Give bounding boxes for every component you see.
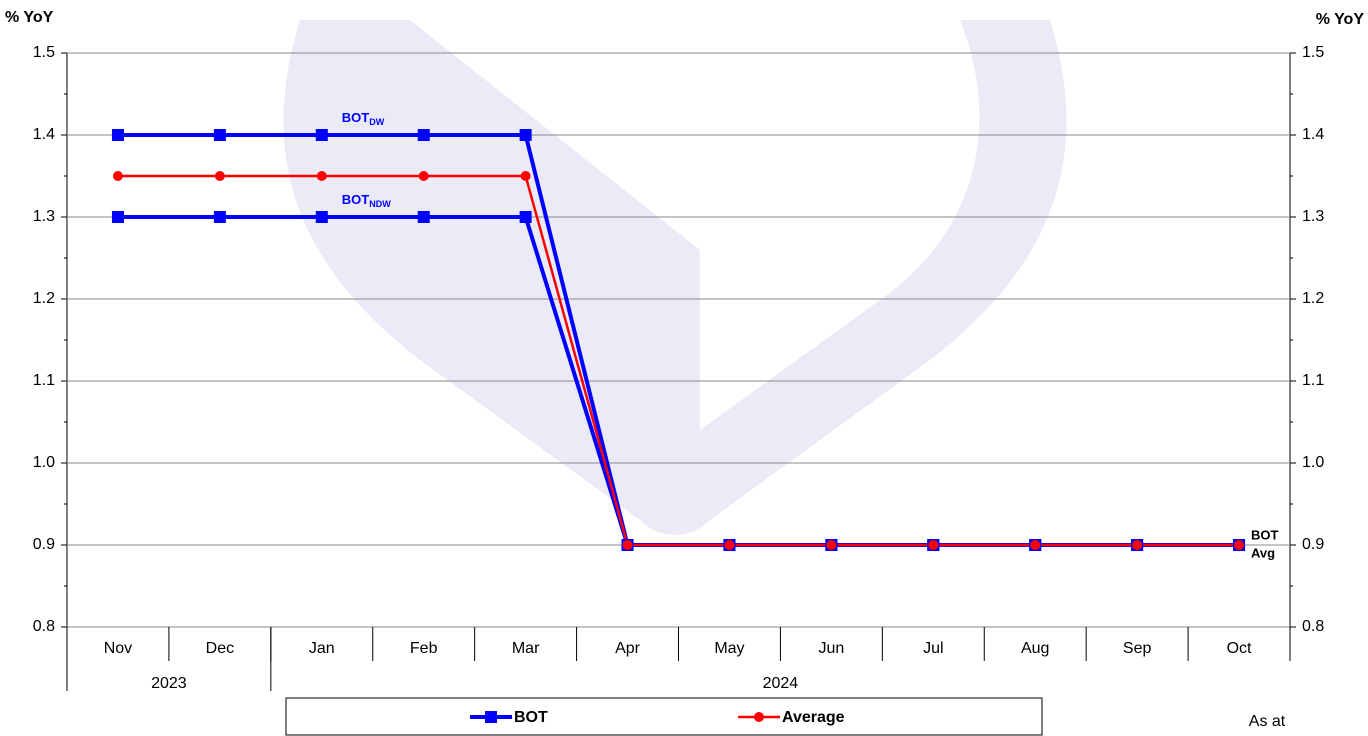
y-axis-label: % YoY [5, 9, 54, 26]
x-tick-label: Apr [615, 640, 641, 657]
y-tick-label: 1.3 [33, 208, 55, 225]
watermark [283, 20, 1067, 535]
year-label: 2023 [151, 675, 187, 692]
marker [315, 211, 328, 223]
marker [112, 171, 123, 181]
marker [316, 171, 327, 181]
x-tick-label: Jan [309, 640, 335, 657]
year-label: 2024 [763, 675, 799, 692]
x-tick-label: Jun [818, 640, 844, 657]
y2-tick-label: 1.4 [1302, 126, 1324, 143]
marker [1030, 540, 1041, 550]
y2-axis-label: % YoY [1316, 11, 1365, 28]
marker [520, 171, 531, 181]
legend-label: BOT [514, 709, 548, 726]
marker [418, 171, 429, 181]
marker [417, 129, 430, 141]
x-tick-label: Feb [410, 640, 438, 657]
legend-label: Average [782, 709, 845, 726]
marker [1234, 540, 1245, 550]
y2-tick-label: 1.2 [1302, 290, 1324, 307]
series-line [117, 174, 1240, 547]
legend-marker [754, 712, 764, 722]
marker [111, 211, 124, 223]
y-tick-label: 1.0 [33, 454, 55, 471]
x-tick-label: Dec [206, 640, 234, 657]
marker [214, 171, 225, 181]
series-annotation: BOTNDW [342, 192, 391, 209]
footnote: As at [1249, 713, 1286, 730]
x-tick-label: Aug [1021, 640, 1049, 657]
marker [622, 540, 633, 550]
marker [213, 129, 226, 141]
marker [724, 540, 735, 550]
y2-tick-label: 1.0 [1302, 454, 1324, 471]
y2-tick-label: 1.5 [1302, 44, 1324, 61]
marker [826, 540, 837, 550]
marker [315, 129, 328, 141]
x-tick-label: Mar [512, 640, 540, 657]
y-tick-label: 0.9 [33, 536, 55, 553]
y-tick-label: 1.5 [33, 44, 55, 61]
marker [111, 129, 124, 141]
x-tick-label: May [714, 640, 744, 657]
watermark-shape [283, 20, 1067, 535]
x-tick-label: Sep [1123, 640, 1152, 657]
end-label: BOT [1251, 527, 1279, 542]
legend-box [285, 697, 1043, 736]
y-tick-label: 1.4 [33, 126, 55, 143]
marker [928, 540, 939, 550]
y-tick-label: 1.2 [33, 290, 55, 307]
annotation-main: BOT [342, 110, 370, 125]
annotation-sub: DW [369, 117, 384, 127]
y2-tick-label: 1.1 [1302, 372, 1324, 389]
marker [417, 211, 430, 223]
y-tick-label: 1.1 [33, 372, 55, 389]
y2-tick-label: 1.3 [1302, 208, 1324, 225]
series-annotation: BOTDW [342, 110, 385, 127]
end-label: Avg [1251, 545, 1275, 560]
marker [1132, 540, 1143, 550]
annotation-main: BOT [342, 192, 370, 207]
x-tick-label: Jul [923, 640, 943, 657]
x-tick-label: Nov [104, 640, 132, 657]
legend-marker [485, 711, 497, 723]
marker [213, 211, 226, 223]
marker [519, 129, 532, 141]
y-tick-label: 0.8 [33, 618, 55, 635]
annotation-sub: NDW [369, 199, 391, 209]
y2-tick-label: 0.9 [1302, 536, 1324, 553]
marker [519, 211, 532, 223]
y2-tick-label: 0.8 [1302, 618, 1324, 635]
x-tick-label: Oct [1227, 640, 1252, 657]
